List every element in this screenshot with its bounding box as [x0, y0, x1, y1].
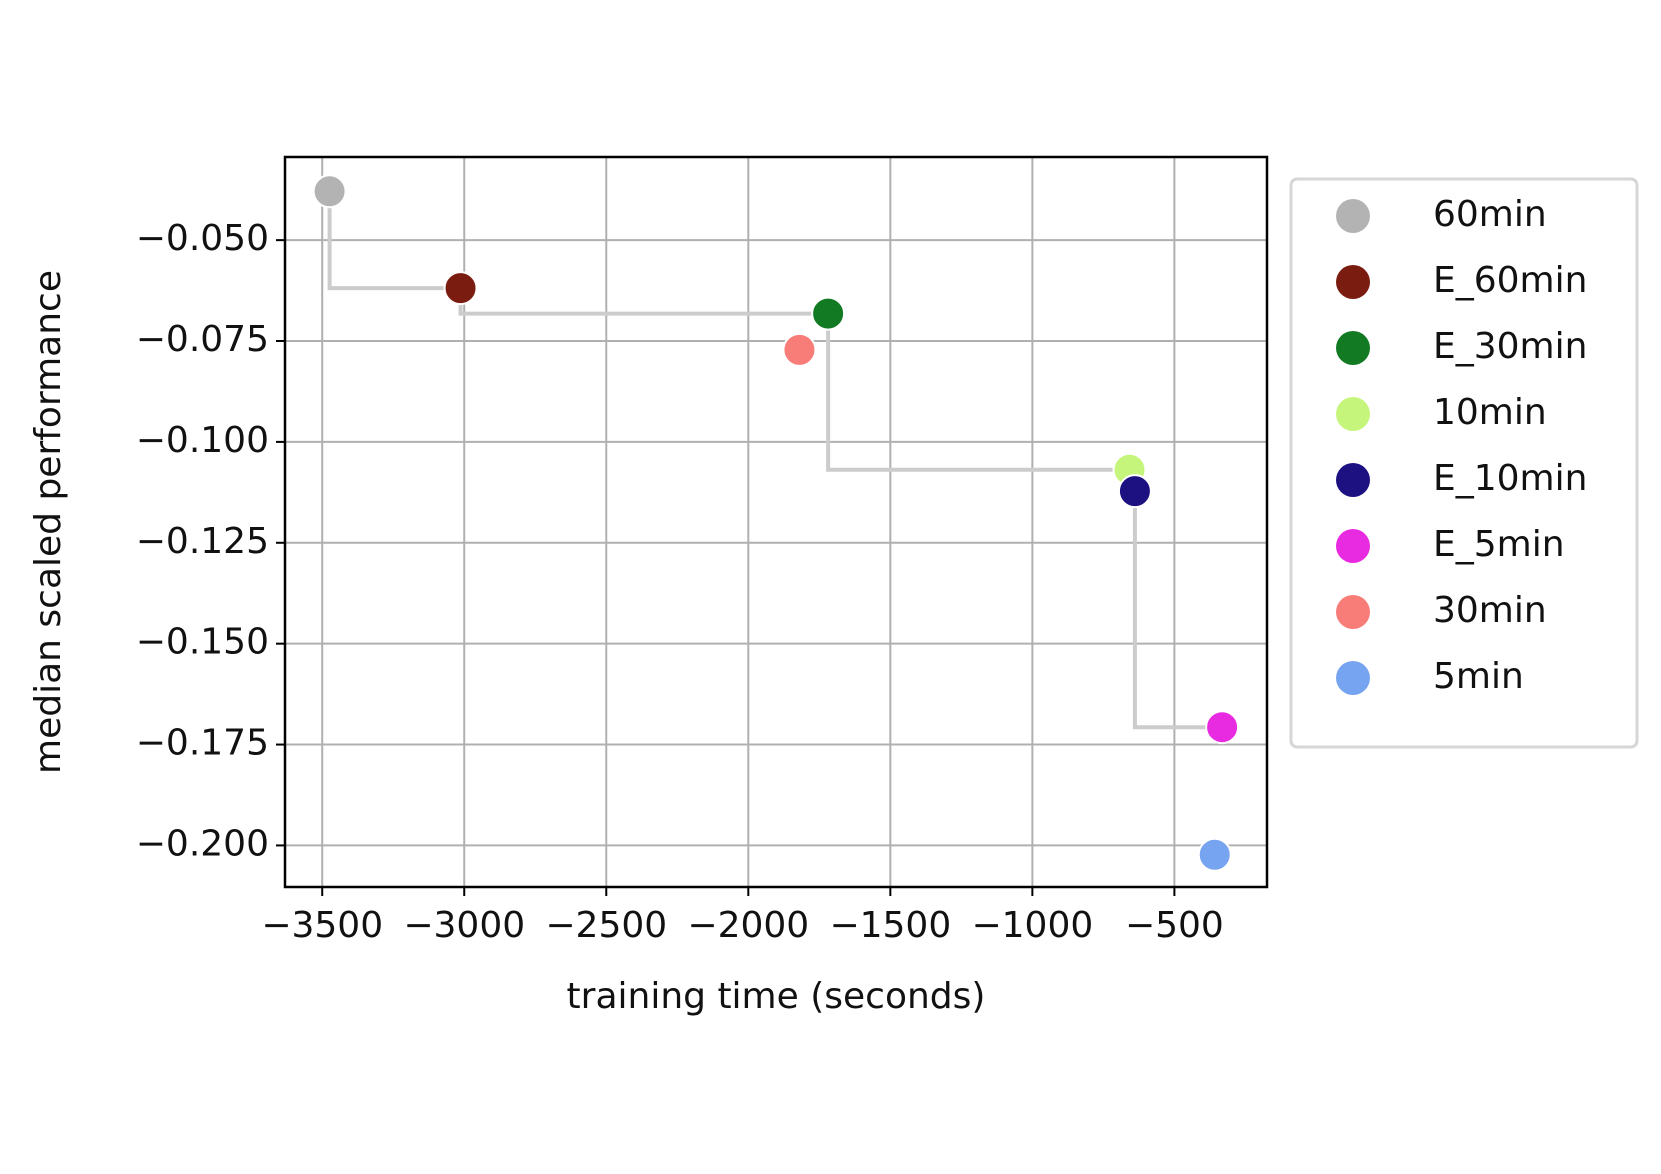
- legend-marker: [1336, 463, 1370, 497]
- legend-marker: [1336, 595, 1370, 629]
- legend-box: [1289, 177, 1639, 749]
- y-tick-label: −0.050: [136, 218, 269, 259]
- x-tick-label: −2000: [687, 905, 809, 946]
- y-tick-label: −0.100: [136, 420, 269, 461]
- legend-label: 30min: [1433, 590, 1547, 631]
- frontier-step: [327, 191, 461, 291]
- legend-marker: [1336, 529, 1370, 563]
- y-tick-label: −0.075: [136, 319, 269, 360]
- legend-label: 5min: [1433, 656, 1524, 697]
- y-tick-label: −0.150: [136, 622, 269, 663]
- plot-frame: [283, 155, 1269, 889]
- point: [811, 296, 846, 331]
- legend-label: E_10min: [1433, 458, 1587, 499]
- point: [1197, 837, 1232, 872]
- legend-marker: [1336, 397, 1370, 431]
- point: [1117, 474, 1152, 509]
- y-tick-label: −0.175: [136, 723, 269, 764]
- legend-label: E_5min: [1433, 524, 1565, 565]
- frontier-step: [458, 288, 829, 316]
- frontier-step: [1132, 491, 1223, 730]
- x-tick-label: −500: [1125, 905, 1224, 946]
- x-tick-label: −3500: [261, 905, 383, 946]
- point: [312, 174, 347, 209]
- x-tick-label: −2500: [545, 905, 667, 946]
- legend-label: E_60min: [1433, 260, 1587, 301]
- point: [782, 332, 817, 367]
- x-tick-label: −3000: [403, 905, 525, 946]
- legend-marker: [1336, 265, 1370, 299]
- legend-marker: [1336, 199, 1370, 233]
- point: [1205, 710, 1240, 745]
- x-tick-label: −1500: [829, 905, 951, 946]
- x-axis-label: training time (seconds): [567, 976, 986, 1017]
- legend-label: 10min: [1433, 392, 1547, 433]
- y-axis-label: median scaled performance: [28, 270, 69, 774]
- y-tick-label: −0.200: [136, 823, 269, 864]
- legend-marker: [1336, 661, 1370, 695]
- legend-label: E_30min: [1433, 326, 1587, 367]
- legend-marker: [1336, 331, 1370, 365]
- x-tick-label: −1000: [971, 905, 1093, 946]
- point: [443, 271, 478, 306]
- frontier-step: [826, 313, 1130, 472]
- y-tick-label: −0.125: [136, 521, 269, 562]
- legend-label: 60min: [1433, 194, 1547, 235]
